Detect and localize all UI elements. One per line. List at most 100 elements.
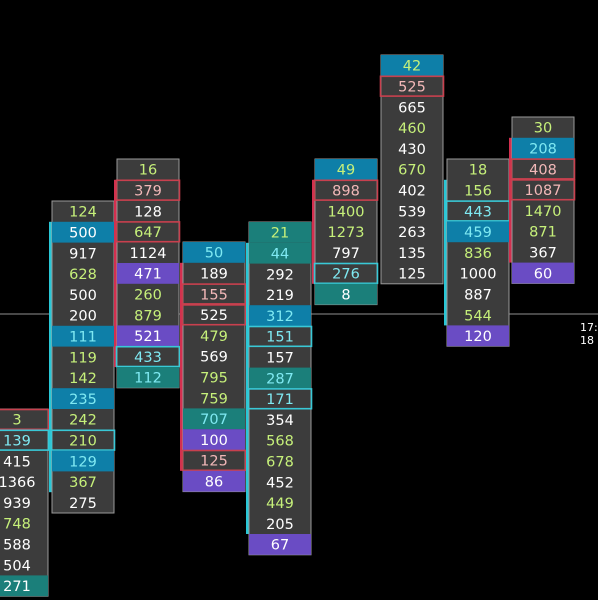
volume-cell-value: 367: [529, 246, 557, 262]
volume-cell-value: 128: [134, 204, 162, 220]
volume-cell-value: 210: [69, 434, 97, 450]
cell-outline: [115, 345, 181, 368]
cell-highlight: [117, 263, 179, 284]
volume-cell-value: 275: [69, 496, 97, 512]
time-axis-label-bottom: 18: [580, 334, 594, 347]
volume-cell-value: 189: [200, 267, 228, 283]
cell-outline: [0, 429, 50, 451]
volume-cell-value: 1366: [0, 475, 35, 491]
volume-cell-value: 86: [205, 475, 223, 491]
candle-column-6: 42 525 665 460 430 670 402 539 263 135 125: [379, 54, 445, 285]
volume-cell-value: 379: [134, 184, 162, 200]
volume-cell-value: 60: [534, 266, 552, 282]
cell-highlight: [117, 367, 179, 388]
cell-outline: [115, 179, 181, 201]
volume-cell-value: 271: [3, 579, 31, 595]
volume-cell-value: 430: [398, 142, 426, 158]
time-axis-label-top: 17:: [580, 321, 598, 334]
cell-highlight: [249, 534, 311, 555]
volume-cell-value: 21: [271, 226, 289, 242]
volume-cell-value: 887: [464, 288, 492, 304]
candle-wick: [246, 242, 249, 535]
cell-outline: [247, 325, 313, 348]
volume-cell-value: 219: [266, 288, 294, 304]
cell-highlight: [381, 55, 443, 76]
volume-cell-value: 129: [69, 454, 97, 470]
candle-wick: [49, 221, 52, 493]
volume-cell-value: 156: [464, 184, 492, 200]
volume-cell-value: 50: [205, 246, 223, 262]
candle-wick: [444, 179, 447, 326]
cell-highlight: [315, 159, 377, 180]
cell-highlight: [447, 325, 509, 347]
cell-outline: [313, 179, 379, 201]
volume-cell-value: 452: [266, 475, 294, 491]
volume-cell-value: 647: [134, 225, 162, 241]
volume-cell-value: 49: [337, 163, 355, 179]
cell-highlight: [183, 242, 245, 263]
volume-cell-value: 521: [134, 329, 162, 345]
candle-column-0: 3 139 415 1366 939 748 588 504 271: [0, 408, 50, 597]
volume-cell-value: 367: [69, 475, 97, 491]
cell-outline: [181, 283, 247, 305]
cell-highlight: [0, 575, 48, 597]
candle-wick: [509, 137, 512, 263]
volume-cell-value: 44: [271, 247, 289, 263]
volume-cell-value: 471: [134, 267, 162, 283]
volume-cell-value: 125: [398, 267, 426, 283]
volume-cell-value: 155: [200, 287, 228, 303]
volume-cell-value: 500: [69, 226, 97, 242]
volume-cell-value: 111: [69, 330, 97, 346]
cell-highlight: [52, 388, 114, 409]
volume-cell-value: 1273: [328, 225, 365, 241]
volume-cell-value: 460: [398, 121, 426, 137]
volume-cell-value: 568: [266, 434, 294, 450]
volume-cell-value: 795: [200, 371, 228, 387]
cell-highlight: [249, 242, 311, 264]
volume-cell-value: 707: [200, 412, 228, 428]
volume-cell-value: 449: [266, 496, 294, 512]
volume-cell-value: 836: [464, 246, 492, 262]
volume-cell-value: 797: [332, 246, 360, 262]
volume-cell-value: 18: [469, 163, 487, 179]
volume-cell-value: 260: [134, 288, 162, 304]
cell-outline: [247, 388, 313, 410]
volume-cell-value: 544: [464, 308, 492, 324]
volume-cell-value: 628: [69, 267, 97, 283]
volume-cell-value: 525: [200, 308, 228, 324]
cell-highlight: [183, 408, 245, 430]
volume-cell-value: 16: [139, 163, 157, 179]
volume-cell-value: 569: [200, 350, 228, 366]
volume-cell-value: 1087: [525, 183, 562, 199]
volume-cell-value: 504: [3, 558, 31, 574]
candle-wick: [180, 262, 183, 471]
candle-column-2: 16 379 128 647 1124 471 260 879 521 433 112: [114, 158, 181, 389]
volume-cell-value: 139: [3, 434, 31, 450]
volume-cell-value: 171: [266, 392, 294, 408]
volume-cell-value: 263: [398, 225, 426, 241]
cell-highlight: [249, 222, 311, 243]
volume-cell-value: 408: [529, 162, 557, 178]
cell-outline: [510, 179, 576, 201]
volume-cell-value: 1000: [460, 267, 497, 283]
volume-cell-value: 287: [266, 371, 294, 387]
cell-highlight: [249, 305, 311, 326]
cell-highlight: [183, 429, 245, 450]
cell-outline: [510, 158, 576, 180]
cell-highlight: [117, 325, 179, 347]
volume-cell-value: 871: [529, 225, 557, 241]
volume-cell-value: 917: [69, 246, 97, 262]
volume-cell-value: 67: [271, 538, 289, 554]
candle-body: [380, 54, 444, 285]
candle-wick: [312, 179, 315, 284]
cell-outline: [313, 262, 379, 285]
volume-cell-value: 354: [266, 413, 294, 429]
volume-cell-value: 157: [266, 351, 294, 367]
volume-cell-value: 42: [403, 59, 421, 75]
cell-highlight: [52, 450, 114, 472]
cell-outline: [181, 304, 247, 326]
volume-cell-value: 433: [134, 350, 162, 366]
volume-cell-value: 1124: [130, 246, 167, 262]
